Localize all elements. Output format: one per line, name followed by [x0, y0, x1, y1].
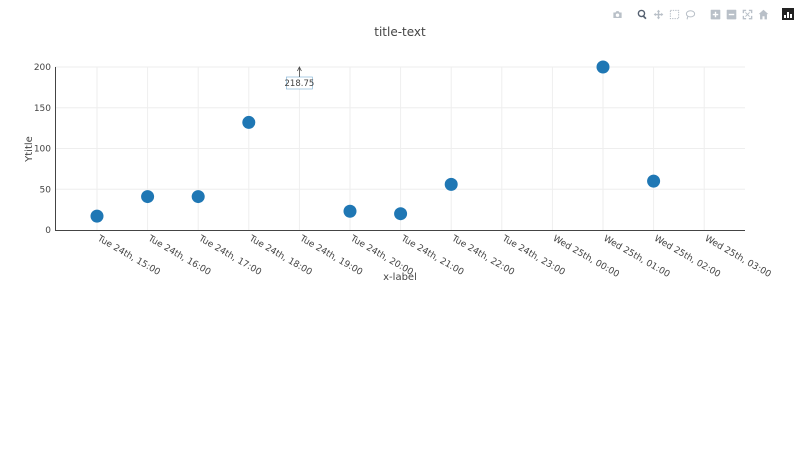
camera-icon[interactable] — [611, 8, 624, 21]
annotation-label: 218.75 — [285, 79, 315, 89]
data-point[interactable] — [90, 209, 104, 223]
x-axis-title: x-label — [383, 272, 417, 283]
pan-icon[interactable] — [652, 8, 665, 21]
modebar — [611, 6, 794, 22]
data-point[interactable] — [596, 60, 610, 74]
y-tick-label: 0 — [45, 226, 51, 236]
chart-title: title-text — [374, 25, 426, 39]
zoom-in-icon[interactable] — [709, 8, 722, 21]
plotly-logo-icon[interactable] — [782, 8, 794, 20]
data-points[interactable] — [90, 60, 661, 223]
data-point[interactable] — [647, 174, 661, 188]
y-tick-label: 200 — [34, 63, 51, 73]
annotation-arrowhead — [297, 66, 302, 72]
data-point[interactable] — [394, 207, 408, 221]
y-tick-label: 100 — [34, 145, 51, 155]
y-tick-label: 150 — [34, 104, 51, 114]
zoom-out-icon[interactable] — [725, 8, 738, 21]
lasso-select-icon[interactable] — [684, 8, 697, 21]
reset-axes-icon[interactable] — [757, 8, 770, 21]
y-tick-label: 50 — [40, 185, 52, 195]
data-point[interactable] — [141, 190, 155, 204]
zoom-icon[interactable] — [636, 8, 649, 21]
autoscale-icon[interactable] — [741, 8, 754, 21]
axes — [55, 67, 745, 231]
y-tick-labels: 0 50 100 150 200 — [34, 63, 51, 236]
box-select-icon[interactable] — [668, 8, 681, 21]
annotations: 218.75 — [285, 66, 315, 90]
data-point[interactable] — [191, 190, 205, 204]
y-axis-title: Ytitle — [24, 136, 35, 163]
data-point[interactable] — [444, 177, 458, 191]
data-point[interactable] — [343, 204, 357, 218]
gridlines — [55, 66, 745, 230]
annotation-box — [286, 76, 313, 90]
data-point[interactable] — [242, 115, 256, 129]
